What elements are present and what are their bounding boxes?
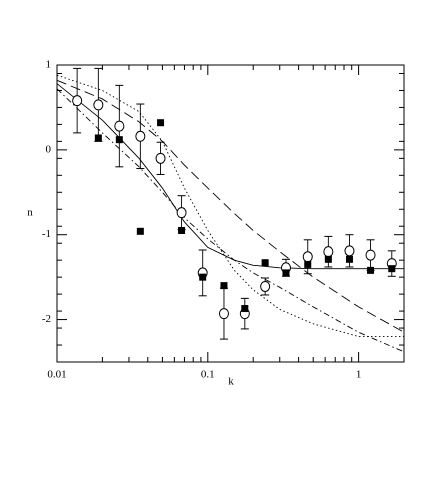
point <box>304 260 312 268</box>
point <box>345 255 353 263</box>
point <box>72 95 83 107</box>
y-axis-label: n <box>27 207 33 219</box>
point <box>241 305 249 313</box>
point <box>282 269 290 277</box>
curve <box>56 88 405 353</box>
y-tick-label: 0 <box>46 143 52 155</box>
curve <box>56 74 404 337</box>
point <box>260 280 271 292</box>
point <box>367 266 375 274</box>
point <box>218 308 229 320</box>
point <box>220 282 228 290</box>
point <box>199 273 207 281</box>
point <box>178 226 186 234</box>
x-axis-label: k <box>228 376 234 388</box>
plot-frame <box>56 64 405 363</box>
x-tick-label: 0.1 <box>201 369 215 381</box>
x-tick-label: 1 <box>356 369 362 381</box>
curve <box>56 79 405 333</box>
y-tick-label: -1 <box>42 228 51 240</box>
point <box>135 130 146 142</box>
y-tick-label: -2 <box>42 313 51 325</box>
y-tick-label: 1 <box>46 59 52 71</box>
point <box>93 99 104 111</box>
point <box>114 120 125 132</box>
point <box>115 136 123 144</box>
point <box>261 259 269 267</box>
curve <box>56 83 404 270</box>
point <box>388 265 396 273</box>
point <box>94 134 102 142</box>
x-tick-label: 0.01 <box>47 369 66 381</box>
point <box>155 152 166 164</box>
point <box>302 251 313 263</box>
point <box>344 245 355 257</box>
point <box>157 119 165 127</box>
point <box>365 249 376 261</box>
point <box>323 246 334 258</box>
point <box>324 255 332 263</box>
point <box>176 207 187 219</box>
point <box>136 227 144 235</box>
